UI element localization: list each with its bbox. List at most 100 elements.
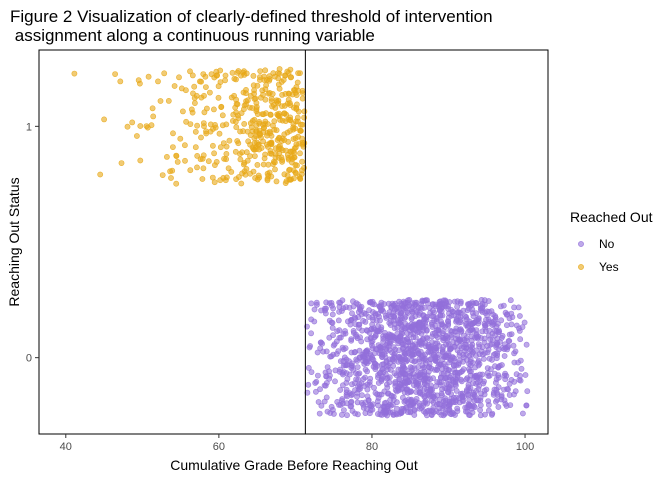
point-yes [290,136,297,142]
point-yes [273,127,280,134]
point-no [453,387,460,394]
point-no [524,388,531,395]
point-no [486,327,493,334]
point-yes [137,157,144,164]
point-yes [174,158,181,165]
point-yes [261,155,268,162]
point-no [438,361,444,368]
point-no [312,388,319,395]
point-no [517,313,523,319]
point-no [311,318,318,325]
point-no [498,362,505,368]
point-yes [286,166,293,173]
point-no [377,343,384,350]
point-yes [281,137,288,143]
point-yes [129,119,136,126]
point-no [359,392,365,399]
point-no [329,319,336,326]
point-no [468,302,474,309]
point-no [344,318,351,325]
point-no [340,305,347,312]
x-axis: 40 60 80 100 [60,434,534,453]
point-no [447,346,454,352]
point-no [317,386,323,393]
point-yes [285,96,292,103]
point-yes [298,167,305,174]
point-no [398,408,404,415]
point-no [424,375,431,382]
point-no [401,379,408,386]
point-no [477,407,483,413]
point-no [396,380,403,387]
point-no [449,385,455,392]
point-no [337,387,344,393]
point-no [522,372,529,378]
point-no [314,349,321,356]
point-no [489,410,496,417]
point-no [360,317,366,324]
point-yes [209,142,216,149]
point-no [385,343,392,350]
point-no [412,301,419,308]
point-yes [218,104,225,110]
point-yes [124,123,131,130]
point-no [362,410,369,416]
point-no [430,375,436,382]
point-yes [293,101,300,108]
point-yes [187,68,193,75]
point-no [460,366,467,373]
point-yes [238,180,245,187]
point-yes [179,108,186,115]
point-yes [251,96,258,102]
point-yes [258,134,264,141]
point-no [515,304,522,311]
point-no [333,350,340,357]
point-yes [202,84,209,90]
legend-label-yes: Yes [599,260,619,274]
point-yes [219,122,226,129]
point-yes [270,70,277,77]
point-no [431,309,437,316]
point-yes [192,128,199,135]
point-no [332,378,338,385]
point-no [339,382,346,389]
point-no [488,366,494,373]
point-yes [230,111,237,118]
point-no [344,375,351,382]
point-no [418,301,424,307]
point-yes [168,175,174,181]
point-no [385,408,392,415]
point-yes [212,124,219,131]
legend-key-yes [578,264,584,270]
point-no [517,357,524,364]
point-yes [167,168,173,175]
point-no [496,346,502,353]
point-no [383,381,390,388]
point-yes [231,92,237,99]
point-no [315,399,322,405]
point-yes [295,133,301,140]
point-yes [222,77,228,84]
point-no [411,365,418,371]
y-axis-title: Reaching Out Status [6,177,22,306]
point-no [344,393,350,400]
point-no [431,317,437,324]
point-yes [159,172,166,178]
point-no [354,364,361,370]
point-yes [189,72,196,79]
point-no [501,353,508,359]
point-no [489,356,495,363]
point-yes [217,67,224,74]
point-no [460,351,466,358]
point-no [365,314,372,320]
point-no [407,331,414,338]
point-yes [287,176,294,183]
point-no [417,369,424,376]
point-yes [295,108,302,115]
point-no [454,347,461,354]
point-yes [250,168,257,175]
point-no [323,394,330,401]
point-no [457,319,464,326]
point-yes [173,152,180,159]
point-yes [243,90,249,97]
